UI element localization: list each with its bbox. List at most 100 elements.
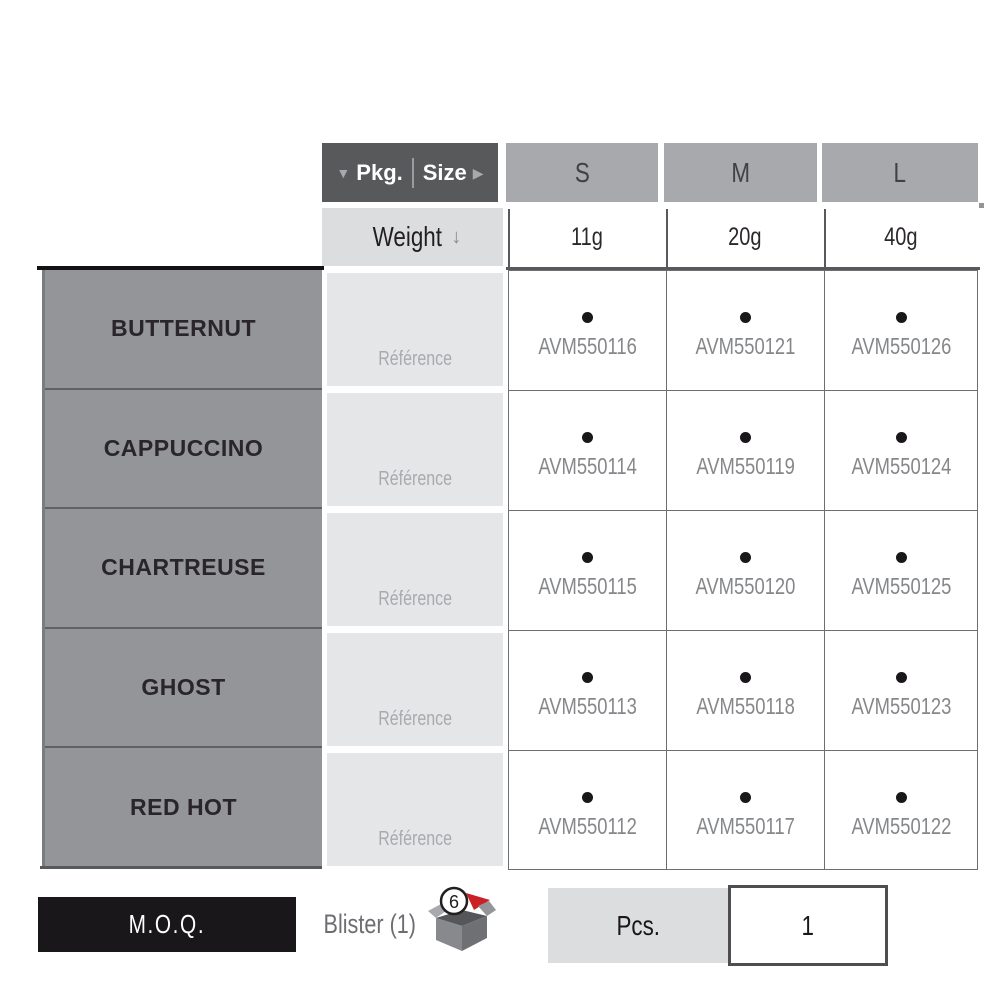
column-header-size-m: M: [664, 143, 817, 202]
size-header-label: Size: [422, 159, 467, 185]
availability-dot-icon: [740, 672, 751, 683]
reference-cell: Référence: [327, 753, 503, 866]
sku-code: AVM550113: [538, 693, 637, 719]
sku-code: AVM550126: [851, 333, 952, 359]
data-grid-frame: [508, 270, 978, 870]
carton-red-flap: [466, 893, 490, 910]
pkg-header-label: Pkg.: [356, 159, 403, 185]
sku-cell: AVM550114: [508, 390, 666, 510]
row-label-chartreuse: CHARTREUSE: [45, 509, 322, 629]
weight-down-arrow-icon: ↓: [451, 225, 462, 248]
row-label-cappuccino: CAPPUCCINO: [45, 390, 322, 510]
reference-cell: Référence: [327, 273, 503, 386]
sku-code: AVM550120: [695, 573, 796, 599]
reference-label: Référence: [378, 708, 452, 730]
sku-cell: AVM550113: [508, 630, 666, 750]
availability-dot-icon: [582, 672, 593, 683]
weight-value-l: 40g: [824, 208, 978, 266]
corner-mark: [979, 203, 984, 208]
reference-label: Référence: [378, 588, 452, 610]
row-label-ghost: GHOST: [45, 629, 322, 749]
sku-code: AVM550115: [538, 573, 637, 599]
sku-cell: AVM550118: [666, 630, 824, 750]
label-column-bottom-border: [40, 866, 322, 869]
sku-cell: AVM550119: [666, 390, 824, 510]
sku-cell: AVM550125: [824, 510, 978, 630]
weight-col-divider: [824, 209, 826, 269]
availability-dot-icon: [582, 552, 593, 563]
weight-col-divider: [666, 209, 668, 269]
size-l-label: L: [893, 156, 907, 188]
sku-cell: AVM550126: [824, 270, 978, 390]
carton-count-text: 6: [449, 892, 459, 912]
sku-code: AVM550125: [851, 573, 952, 599]
sku-cell: AVM550117: [666, 750, 824, 870]
sku-cell: AVM550122: [824, 750, 978, 870]
sku-code: AVM550118: [696, 693, 795, 719]
sku-code: AVM550116: [538, 333, 637, 359]
reference-cell: Référence: [327, 513, 503, 626]
color-label-column: BUTTERNUT CAPPUCCINO CHARTREUSE GHOST RE…: [42, 270, 322, 866]
column-header-size-l: L: [822, 143, 978, 202]
carton-count-badge: [439, 886, 469, 916]
sku-code: AVM550114: [538, 453, 637, 479]
sku-cell: AVM550121: [666, 270, 824, 390]
row-label-butternut: BUTTERNUT: [45, 270, 322, 390]
sku-cell: AVM550123: [824, 630, 978, 750]
weight-s-text: 11g: [571, 222, 603, 251]
weight-label: Weight: [372, 221, 442, 252]
header-divider: [411, 157, 414, 188]
packaging-label: Blister (1): [324, 909, 417, 939]
carton-box-icon: 6: [428, 886, 496, 951]
sku-code: AVM550124: [851, 453, 952, 479]
availability-dot-icon: [896, 312, 907, 323]
pkg-down-triangle-icon: ▼: [336, 164, 351, 181]
reference-label: Référence: [378, 468, 452, 490]
weight-col-divider: [508, 209, 510, 269]
row-label-red-hot: RED HOT: [130, 793, 237, 820]
column-header-size-s: S: [506, 143, 658, 202]
size-right-triangle-icon: ▶: [472, 164, 484, 181]
availability-dot-icon: [582, 432, 593, 443]
reference-cell: Référence: [327, 633, 503, 746]
sku-code: AVM550112: [538, 813, 637, 839]
availability-dot-icon: [896, 792, 907, 803]
sku-code: AVM550123: [851, 693, 952, 719]
sku-cell: AVM550124: [824, 390, 978, 510]
pcs-label-box: Pcs.: [548, 888, 728, 963]
availability-dot-icon: [582, 792, 593, 803]
sku-code: AVM550117: [696, 813, 795, 839]
availability-dot-icon: [740, 792, 751, 803]
pcs-value: 1: [801, 909, 815, 941]
label-column-top-border: [37, 266, 324, 270]
availability-dot-icon: [896, 552, 907, 563]
moq-header-box: M.O.Q.: [38, 897, 296, 952]
availability-dot-icon: [740, 312, 751, 323]
sku-cell: AVM550120: [666, 510, 824, 630]
weight-l-text: 40g: [884, 222, 918, 251]
weight-m-text: 20g: [728, 222, 762, 251]
sku-code: AVM550122: [851, 813, 952, 839]
reference-cell: Référence: [327, 393, 503, 506]
sku-cell: AVM550116: [508, 270, 666, 390]
grid-top-border: [506, 267, 980, 270]
sku-cell: AVM550115: [508, 510, 666, 630]
reference-label: Référence: [378, 828, 452, 850]
availability-dot-icon: [740, 432, 751, 443]
availability-dot-icon: [582, 312, 593, 323]
reference-label: Référence: [378, 348, 452, 370]
size-m-label: M: [731, 156, 750, 188]
pkg-size-header-cell: ▼ Pkg. Size ▶: [322, 143, 498, 202]
availability-dot-icon: [896, 672, 907, 683]
weight-row-header: Weight ↓: [322, 208, 503, 266]
moq-label: M.O.Q.: [128, 909, 206, 939]
size-s-label: S: [574, 156, 590, 188]
pcs-value-box: 1: [728, 885, 888, 966]
weight-value-s: 11g: [508, 208, 666, 266]
weight-value-m: 20g: [666, 208, 824, 266]
sku-code: AVM550121: [695, 333, 796, 359]
availability-dot-icon: [740, 552, 751, 563]
packaging-type: Blister (1): [280, 897, 428, 952]
availability-dot-icon: [896, 432, 907, 443]
